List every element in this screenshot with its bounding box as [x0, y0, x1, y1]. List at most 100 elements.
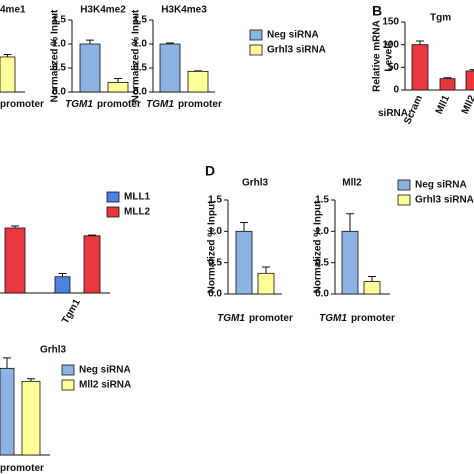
bar — [341, 230, 359, 295]
y-tick-label: 0.0 — [315, 289, 329, 300]
bar — [0, 367, 15, 456]
y-tick-label: 150 — [382, 17, 399, 28]
legend-swatch — [249, 29, 263, 41]
legend-swatch — [397, 194, 411, 206]
bar — [465, 70, 474, 91]
legend-label: Grhl3 siRNA — [267, 45, 326, 56]
error-bar — [11, 225, 19, 228]
x-axis-label-part: TGM1 — [319, 313, 347, 324]
legend-label: Mll2 siRNA — [79, 380, 131, 391]
bar — [0, 56, 16, 93]
x-axis-label: TGM1 promoter — [146, 99, 222, 110]
x-tick-label: Mll2 — [460, 93, 474, 116]
x-axis-label-part: siRNA: — [378, 108, 411, 119]
y-tick-label: 0.5 — [315, 257, 329, 268]
error-bar — [3, 54, 12, 57]
bar — [439, 78, 456, 91]
x-axis-label: promoter — [0, 463, 44, 474]
x-axis-label-part: TGM1 — [65, 99, 93, 110]
bar — [107, 82, 129, 93]
y-axis-label: Normalized % Input — [207, 200, 218, 293]
legend-swatch — [106, 206, 120, 218]
y-tick-label: 100 — [382, 39, 399, 50]
chart-title: Mll2 — [342, 178, 362, 189]
chart-title: Grhl3 — [242, 178, 269, 189]
x-axis-label-part: promoter — [0, 99, 44, 110]
y-tick-label: 0 — [393, 85, 399, 96]
panel-letter: B — [372, 3, 382, 19]
y-axis-label: Normalized % Input — [50, 9, 61, 102]
error-bar — [368, 275, 376, 282]
y-tick-label: 1.0 — [208, 226, 222, 237]
legend-swatch — [106, 191, 120, 203]
y-tick-label: 50 — [388, 62, 400, 73]
y-tick-label: 1.5 — [133, 15, 147, 26]
bar — [411, 44, 429, 91]
chart-title: H3K4me3 — [161, 5, 207, 16]
error-bar — [86, 39, 94, 44]
x-axis-label-part: promoter — [249, 313, 293, 324]
legend-label: Neg siRNA — [415, 180, 467, 191]
legend-label: Grhl3 siRNA — [415, 195, 474, 206]
y-axis-label: Relative mRNA — [372, 20, 383, 92]
chart-title: Grhl3 — [40, 345, 67, 356]
y-tick-label: 1.5 — [315, 195, 329, 206]
legend-swatch — [397, 179, 411, 191]
x-tick-label: Tgm1 — [60, 297, 83, 326]
bar — [235, 230, 253, 295]
x-axis-label: siRNA: — [378, 108, 411, 119]
bar — [83, 235, 101, 294]
y-tick-label: 0.5 — [52, 63, 66, 74]
bar — [257, 272, 275, 295]
bar — [187, 70, 209, 93]
y-tick-label: 1.0 — [315, 226, 329, 237]
x-axis-label-part: promoter — [178, 99, 222, 110]
y-axis-label: Levels — [384, 40, 395, 72]
legend-label: Neg siRNA — [79, 365, 131, 376]
x-axis-label-part: TGM1 — [146, 99, 174, 110]
legend-swatch — [249, 44, 263, 56]
chart-title: Tgm — [430, 13, 451, 24]
error-bar — [240, 222, 248, 232]
y-tick-label: 1.0 — [52, 39, 66, 50]
x-tick-label: Mll1 — [434, 93, 452, 116]
x-axis-label: TGM1 promoter — [217, 313, 293, 324]
x-axis-label-part: promoter — [97, 99, 141, 110]
y-tick-label: 0.0 — [52, 87, 66, 98]
y-tick-label: 0.0 — [208, 289, 222, 300]
bar — [21, 380, 41, 456]
bar — [54, 276, 71, 294]
bar — [4, 227, 26, 294]
y-axis-label: Normalized % Input — [131, 9, 142, 102]
bar — [159, 43, 181, 93]
x-axis-label: TGM1 promoter — [319, 313, 395, 324]
y-tick-label: 1.0 — [133, 39, 147, 50]
y-tick-label: 0.5 — [133, 63, 147, 74]
legend-swatch — [61, 364, 75, 376]
chart-title: H3K4me2 — [80, 5, 126, 16]
legend-label: MLL1 — [124, 192, 151, 203]
x-axis-label-part: promoter — [0, 463, 44, 474]
y-tick-label: 1.5 — [52, 15, 66, 26]
error-bar — [58, 273, 67, 277]
x-axis-label: TGM1 promoter — [65, 99, 141, 110]
error-bar — [416, 40, 424, 45]
legend-label: MLL2 — [124, 207, 151, 218]
x-axis-label-part: promoter — [351, 313, 395, 324]
legend-label: Neg siRNA — [267, 30, 319, 41]
x-axis-label-part: TGM1 — [217, 313, 245, 324]
x-axis-label: promoter — [0, 99, 44, 110]
error-bar — [443, 77, 452, 79]
error-bar — [88, 234, 96, 236]
error-bar — [114, 78, 122, 83]
y-tick-label: 0.5 — [208, 257, 222, 268]
error-bar — [27, 378, 35, 382]
bar — [363, 281, 381, 295]
panel-letter: D — [205, 163, 215, 179]
legend-swatch — [61, 379, 75, 391]
chart-title: 4me1 — [0, 5, 26, 16]
error-bar — [346, 213, 354, 232]
error-bar — [166, 42, 174, 44]
y-axis-label: Normalized % Input — [313, 200, 324, 293]
